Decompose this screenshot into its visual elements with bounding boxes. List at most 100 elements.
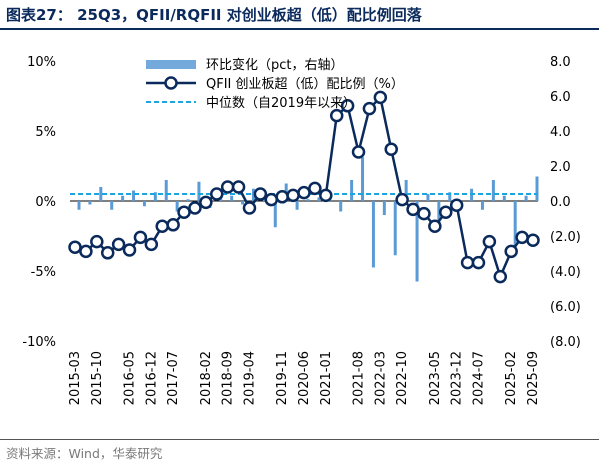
line-point bbox=[122, 243, 137, 257]
legend: 环比变化（pct，右轴） QFII 创业板超（低）配比例（%） 中位数（自2019年… bbox=[146, 57, 404, 111]
bar bbox=[382, 201, 386, 215]
line-point bbox=[373, 90, 388, 105]
line-point bbox=[319, 188, 333, 203]
x-tick-label: 2018-09 bbox=[221, 351, 236, 405]
x-tick-label: 2016-05 bbox=[123, 351, 138, 405]
left-tick-label: 10% bbox=[27, 55, 56, 70]
bar bbox=[404, 180, 408, 201]
bar bbox=[393, 201, 397, 256]
line-point bbox=[362, 101, 377, 116]
bar bbox=[230, 195, 234, 201]
axes-group: -10% -5% 0% 5% 10% (8.0) (6.0) (4.0) (2.0) 0.0 2.0… bbox=[22, 55, 580, 405]
line-point bbox=[417, 206, 431, 221]
line-point bbox=[133, 230, 148, 245]
line-point bbox=[264, 192, 279, 207]
line-point bbox=[100, 246, 115, 260]
x-tick-label: 2025-09 bbox=[526, 351, 541, 405]
line-point bbox=[242, 201, 257, 215]
line-point bbox=[482, 234, 497, 249]
line-point bbox=[308, 181, 322, 196]
bar bbox=[186, 199, 190, 201]
x-tick-label: 2020-06 bbox=[297, 351, 312, 405]
right-tick-label: (2.0) bbox=[550, 230, 581, 245]
line-point bbox=[253, 187, 268, 201]
bar bbox=[175, 201, 179, 212]
bar bbox=[361, 157, 365, 201]
right-tick-label: 8.0 bbox=[550, 55, 571, 70]
x-tick-label: 2017-07 bbox=[166, 351, 181, 405]
x-tick-label: 2019-04 bbox=[242, 351, 257, 405]
x-tick-label: 2021-08 bbox=[352, 351, 367, 405]
x-tick-label: 2021-01 bbox=[319, 351, 334, 405]
line-point bbox=[493, 269, 508, 284]
bar bbox=[251, 188, 255, 201]
right-tick-label: 2.0 bbox=[550, 160, 571, 175]
line-point bbox=[275, 190, 289, 204]
x-tick-label: 2018-02 bbox=[199, 351, 214, 405]
right-tick-label: (6.0) bbox=[550, 300, 581, 315]
left-tick-label: -10% bbox=[22, 335, 56, 350]
line-point bbox=[79, 244, 93, 259]
line-point bbox=[340, 99, 355, 113]
line-point bbox=[351, 145, 366, 159]
chart-title: 图表27： 25Q3，QFII/RQFII 对创业板超（低）配比例回落 bbox=[6, 6, 422, 24]
x-tick-label: 2019-11 bbox=[275, 351, 290, 405]
line-point bbox=[428, 219, 442, 233]
x-tick-label: 2022-10 bbox=[395, 351, 410, 405]
left-tick-label: 0% bbox=[35, 195, 56, 210]
x-tick-label: 2016-12 bbox=[144, 351, 159, 405]
line-point bbox=[199, 195, 213, 210]
line-point bbox=[231, 180, 246, 194]
bar bbox=[339, 201, 343, 212]
legend-label-line: QFII 创业板超（低）配比例（%） bbox=[206, 77, 404, 92]
line-point bbox=[329, 108, 344, 123]
line-point bbox=[188, 201, 202, 215]
bar bbox=[110, 201, 114, 210]
x-tick-label: 2015-03 bbox=[68, 351, 83, 405]
x-tick-label: 2022-03 bbox=[373, 351, 388, 405]
line-point bbox=[155, 219, 169, 233]
bar bbox=[437, 201, 441, 228]
bar bbox=[480, 201, 484, 210]
line-point bbox=[504, 244, 518, 259]
line-point bbox=[111, 237, 126, 252]
line-point bbox=[515, 230, 529, 245]
bar bbox=[142, 201, 146, 207]
line-point bbox=[384, 142, 398, 156]
line-point bbox=[90, 234, 104, 249]
bar bbox=[448, 192, 452, 201]
line-point bbox=[526, 233, 540, 247]
x-tick-label: 2015-10 bbox=[90, 351, 105, 405]
right-tick-label: (4.0) bbox=[550, 265, 581, 280]
x-tick-label: 2025-02 bbox=[504, 351, 519, 405]
bar bbox=[197, 181, 201, 201]
title-rule bbox=[0, 28, 599, 30]
bar bbox=[491, 180, 495, 201]
bar bbox=[502, 195, 506, 201]
source-note: 资料来源：Wind，华泰研究 bbox=[6, 446, 163, 461]
right-tick-label: 0.0 bbox=[550, 195, 571, 210]
line-point bbox=[220, 180, 235, 194]
line-point bbox=[449, 198, 464, 212]
line-point bbox=[286, 188, 300, 203]
line-point bbox=[460, 255, 475, 270]
x-tick-label: 2024-07 bbox=[471, 351, 486, 405]
line-point bbox=[144, 237, 159, 252]
bar bbox=[535, 176, 539, 201]
line-point bbox=[166, 218, 180, 232]
bar bbox=[273, 201, 277, 228]
left-tick-label: -5% bbox=[31, 265, 56, 280]
bar bbox=[415, 201, 419, 282]
right-tick-label: 4.0 bbox=[550, 125, 571, 140]
bar bbox=[350, 180, 354, 201]
bar bbox=[99, 187, 103, 201]
bar bbox=[132, 190, 136, 201]
line-point bbox=[177, 205, 191, 219]
line-point bbox=[297, 185, 311, 200]
bar bbox=[371, 201, 375, 268]
x-tick-label: 2023-05 bbox=[428, 351, 443, 405]
legend-label-bar: 环比变化（pct，右轴） bbox=[206, 57, 344, 73]
line-point bbox=[406, 202, 420, 217]
bar bbox=[295, 201, 299, 210]
